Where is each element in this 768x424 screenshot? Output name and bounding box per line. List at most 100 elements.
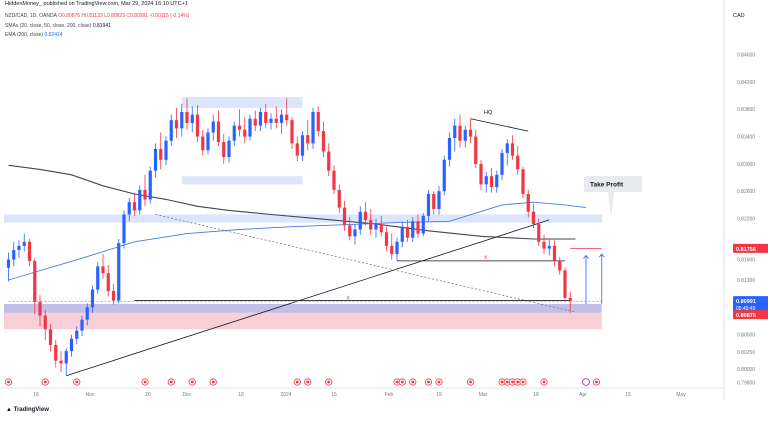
candle-body	[495, 174, 499, 188]
price-tick-label: 0.81300	[737, 278, 755, 284]
time-tick-label: Mar	[479, 392, 488, 398]
bottom-range-box	[181, 176, 303, 185]
candle-body	[27, 241, 32, 261]
symbol-legend[interactable]: NZD/CAD, 1D, OANDA O0.80876 H0.81133 L0.…	[5, 13, 189, 19]
candle-body	[201, 136, 205, 151]
hq-label: HQ	[484, 110, 493, 116]
candle-57	[306, 120, 310, 151]
candle-body	[22, 241, 26, 246]
candle-67	[358, 206, 362, 235]
candle-54	[290, 117, 294, 149]
candle-body	[521, 169, 525, 194]
candle-body	[395, 241, 399, 255]
candle-83	[442, 155, 446, 196]
candle-49	[264, 103, 268, 129]
candle-8	[48, 323, 53, 352]
time-tick-label: 20	[145, 392, 151, 398]
candle-96	[510, 135, 515, 160]
candle-body	[174, 120, 179, 129]
candle-body	[38, 301, 42, 316]
candle-22	[122, 210, 126, 249]
candle-body	[206, 132, 210, 151]
candle-7	[43, 310, 47, 341]
candle-60	[321, 121, 326, 158]
candle-body	[111, 290, 116, 301]
time-tick-label: 15	[625, 392, 631, 398]
time-tick-label: Apr	[579, 392, 587, 398]
major-trendline	[66, 219, 550, 377]
event-marker-dot	[43, 380, 47, 384]
candle-body	[122, 214, 126, 244]
time-tick-label: 16	[33, 392, 39, 398]
candle-body	[505, 143, 509, 153]
candle-body	[374, 224, 378, 230]
price-tick-label: 0.82200	[737, 217, 755, 223]
candle-84	[447, 132, 452, 167]
event-marker-dot	[75, 380, 79, 384]
candle-79	[421, 213, 425, 237]
candle-body	[531, 211, 536, 225]
candle-24	[132, 192, 137, 216]
candle-6	[38, 295, 42, 327]
price-tick-label: 0.84200	[737, 80, 755, 86]
target-arrow-2-head	[598, 253, 605, 258]
candle-53	[285, 98, 289, 126]
event-marker-dot	[542, 380, 546, 384]
candle-94	[500, 148, 504, 181]
candle-body	[75, 330, 79, 339]
event-marker-dot	[400, 380, 404, 384]
candle-34	[185, 98, 189, 130]
event-marker-dot	[306, 380, 310, 384]
candle-103	[547, 239, 551, 256]
ema-legend[interactable]: EMA (200, close) 0.82414	[5, 32, 63, 38]
candle-65	[348, 217, 352, 241]
ema-value: 0.82414	[44, 32, 63, 38]
candle-body	[227, 140, 231, 158]
candle-80	[426, 189, 431, 222]
event-marker-dot	[437, 380, 441, 384]
time-tick-label: Nov	[86, 392, 95, 398]
ema-label: EMA (200, close)	[5, 32, 44, 38]
candle-body	[48, 329, 53, 345]
candle-50	[269, 113, 273, 130]
candle-23	[127, 198, 131, 222]
tradingview-logo[interactable]: ▲ TradingView	[6, 407, 49, 413]
candle-body	[353, 229, 357, 237]
close-value: 0.80991	[130, 13, 149, 19]
candle-27	[148, 166, 152, 204]
candle-71	[379, 215, 383, 237]
candle-body	[474, 136, 478, 164]
candle-body	[479, 163, 483, 185]
candle-body	[400, 226, 404, 242]
event-marker-dot	[7, 380, 10, 384]
candle-body	[453, 125, 457, 138]
candle-90	[479, 159, 483, 190]
sma-legend[interactable]: SMAs (20, close, 50, close, 200, close) …	[5, 23, 111, 29]
candle-101	[537, 218, 541, 246]
candle-86	[458, 114, 462, 148]
candle-16	[90, 285, 95, 313]
candle-104	[552, 240, 557, 267]
top-range-box	[181, 96, 303, 108]
candle-107	[568, 291, 572, 313]
candle-body	[332, 170, 336, 190]
candle-body	[33, 260, 37, 302]
take-profit-label: Take Profit	[590, 182, 624, 189]
candle-body	[390, 245, 394, 255]
candle-17	[96, 262, 100, 294]
candle-body	[117, 243, 121, 301]
candle-body	[101, 266, 105, 274]
candle-body	[432, 193, 436, 209]
candle-56	[300, 131, 305, 162]
low-value: 0.80823	[106, 13, 125, 19]
current-price-label-bg	[733, 296, 768, 312]
candle-64	[342, 200, 347, 231]
time-tick-label: 15	[331, 392, 337, 398]
candle-19	[106, 265, 110, 297]
candle-body	[169, 120, 173, 141]
current-price-label: 0.80991	[736, 299, 756, 305]
time-tick-label: Dec	[183, 392, 192, 398]
candle-26	[143, 174, 147, 207]
